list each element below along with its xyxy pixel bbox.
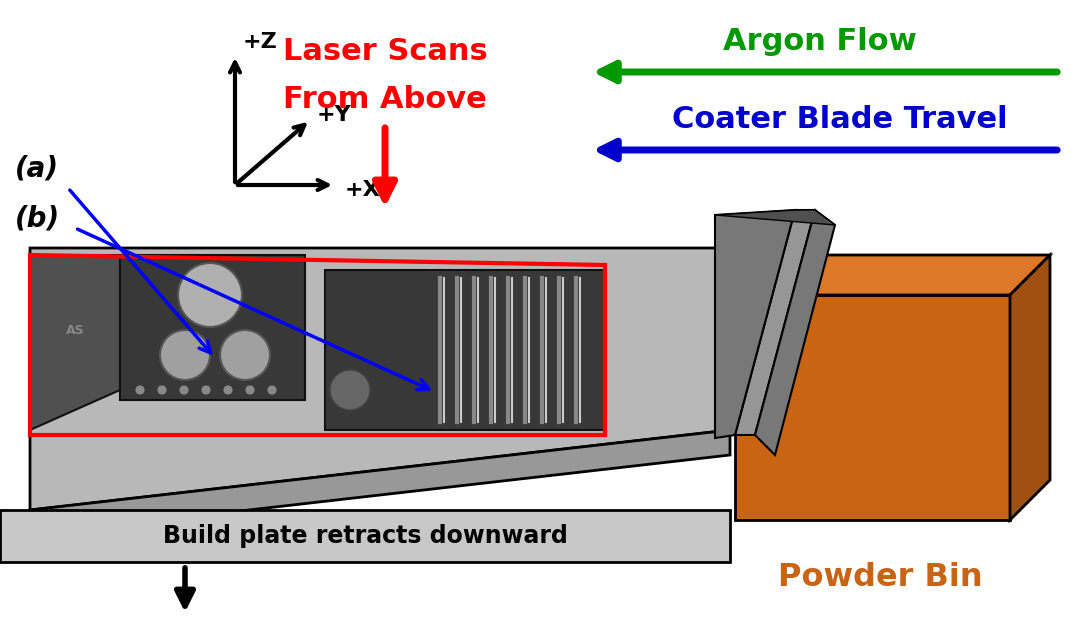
Polygon shape <box>715 210 835 225</box>
Polygon shape <box>30 255 120 430</box>
Polygon shape <box>735 255 1050 295</box>
Polygon shape <box>120 255 305 400</box>
Text: From Above: From Above <box>283 86 487 115</box>
Text: (b): (b) <box>15 204 60 232</box>
Circle shape <box>157 385 167 395</box>
Polygon shape <box>715 210 795 438</box>
Text: +X: +X <box>345 180 381 200</box>
Text: Powder Bin: Powder Bin <box>778 563 983 593</box>
Circle shape <box>178 263 242 327</box>
Circle shape <box>330 370 370 410</box>
Polygon shape <box>755 210 835 455</box>
Text: AS: AS <box>66 323 84 337</box>
Text: Coater Blade Travel: Coater Blade Travel <box>672 106 1008 134</box>
Polygon shape <box>30 248 730 510</box>
Text: +Z: +Z <box>243 32 278 52</box>
Text: Build plate retracts downward: Build plate retracts downward <box>163 524 567 548</box>
Text: Laser Scans: Laser Scans <box>283 38 487 67</box>
Polygon shape <box>735 210 815 435</box>
Text: +Y: +Y <box>318 105 352 125</box>
Circle shape <box>222 385 233 395</box>
Polygon shape <box>30 430 730 535</box>
Circle shape <box>135 385 145 395</box>
Circle shape <box>220 330 270 380</box>
Text: Argon Flow: Argon Flow <box>724 28 917 56</box>
Circle shape <box>245 385 255 395</box>
Polygon shape <box>325 270 605 430</box>
Circle shape <box>201 385 211 395</box>
Circle shape <box>179 385 189 395</box>
Polygon shape <box>1010 255 1050 520</box>
Polygon shape <box>735 295 1010 520</box>
Circle shape <box>267 385 276 395</box>
Text: (a): (a) <box>15 154 59 182</box>
Bar <box>0 510 730 562</box>
Circle shape <box>160 330 210 380</box>
